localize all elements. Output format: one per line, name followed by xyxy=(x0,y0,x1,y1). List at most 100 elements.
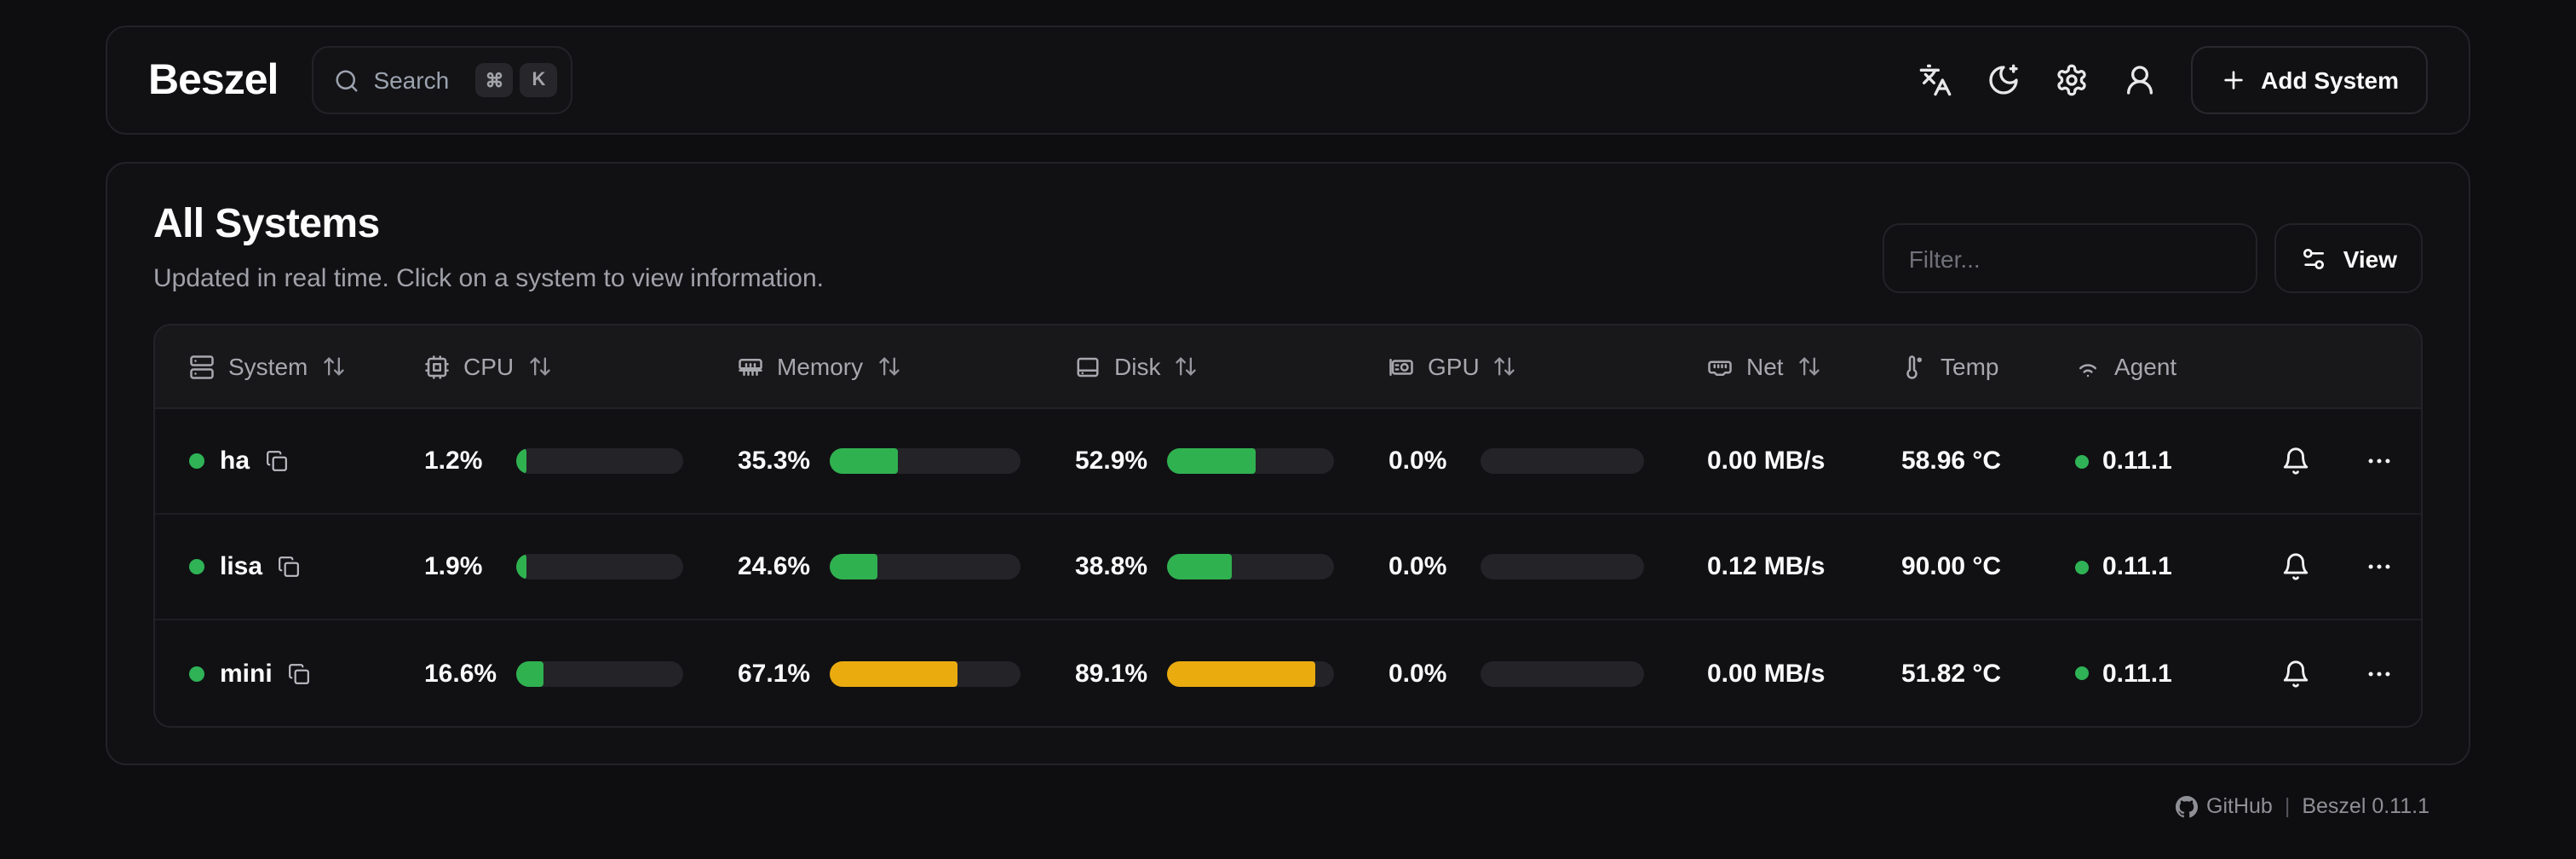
cpu-cell: 1.9% xyxy=(424,552,738,581)
row-menu-ellipsis-button[interactable] xyxy=(2354,649,2403,698)
agent-cell: 0.11.1 xyxy=(2075,659,2254,688)
column-header-gpu[interactable]: GPU xyxy=(1389,353,1707,380)
footer-separator: | xyxy=(2284,794,2291,818)
column-header-system[interactable]: System xyxy=(155,353,424,380)
gpu-percent: 0.0% xyxy=(1389,447,1447,476)
hard-drive-icon xyxy=(1075,354,1101,379)
column-header-cpu[interactable]: CPU xyxy=(424,353,738,380)
table-body: ha 1.2% 35.3% 52.9% 0.0% 0.00 MB/s 58.96… xyxy=(155,409,2421,726)
copy-icon[interactable] xyxy=(265,450,287,472)
copy-icon[interactable] xyxy=(288,662,310,684)
row-menu-ellipsis-button[interactable] xyxy=(2354,542,2403,591)
sort-icon xyxy=(527,355,551,378)
thermometer-icon xyxy=(1901,354,1927,379)
system-name: ha xyxy=(220,447,250,476)
agent-version: 0.11.1 xyxy=(2102,659,2172,688)
sort-icon xyxy=(1797,355,1821,378)
memory-cell: 35.3% xyxy=(738,447,1075,476)
github-icon xyxy=(2176,795,2199,817)
copy-icon[interactable] xyxy=(278,556,300,578)
agent-version: 0.11.1 xyxy=(2102,552,2172,581)
user-menu-button[interactable] xyxy=(2106,46,2174,114)
column-header-disk[interactable]: Disk xyxy=(1075,353,1389,380)
table-row[interactable]: mini 16.6% 67.1% 89.1% 0.0% 0.00 MB/s 51… xyxy=(155,620,2421,726)
gpu-cell: 0.0% xyxy=(1389,552,1707,581)
memory-percent: 24.6% xyxy=(738,552,811,581)
kbd-command: ⌘ xyxy=(475,63,514,97)
column-header-net[interactable]: Net xyxy=(1707,353,1901,380)
alerts-bell-button[interactable] xyxy=(2270,649,2320,698)
column-header-memory[interactable]: Memory xyxy=(738,353,1075,380)
theme-toggle-button[interactable] xyxy=(1969,46,2038,114)
column-label-system: System xyxy=(228,353,308,380)
net-value: 0.00 MB/s xyxy=(1707,659,1826,688)
cpu-percent: 1.2% xyxy=(424,447,483,476)
search-button[interactable]: Search ⌘ K xyxy=(312,46,573,114)
moon-plus-icon xyxy=(1987,63,2021,97)
gpu-meter xyxy=(1481,660,1644,686)
add-system-button[interactable]: Add System xyxy=(2191,46,2428,114)
filter-input[interactable] xyxy=(1883,223,2258,293)
column-label-gpu: GPU xyxy=(1428,353,1480,380)
disk-cell: 89.1% xyxy=(1075,659,1389,688)
server-icon xyxy=(189,354,215,379)
cpu-meter xyxy=(516,448,683,474)
table-row[interactable]: ha 1.2% 35.3% 52.9% 0.0% 0.00 MB/s 58.96… xyxy=(155,409,2421,515)
table-header-row: System CPU xyxy=(155,326,2421,409)
column-header-agent[interactable]: Agent xyxy=(2075,353,2254,380)
disk-cell: 52.9% xyxy=(1075,447,1389,476)
status-dot xyxy=(189,559,204,574)
page-title: All Systems xyxy=(153,201,380,247)
search-placeholder: Search xyxy=(373,66,450,94)
github-label: GitHub xyxy=(2206,794,2273,818)
settings-button[interactable] xyxy=(2038,46,2106,114)
agent-status-dot xyxy=(2075,560,2089,574)
table-row[interactable]: lisa 1.9% 24.6% 38.8% 0.0% 0.12 MB/s 90.… xyxy=(155,515,2421,620)
temp-value: 58.96 °C xyxy=(1901,447,2002,476)
gear-icon xyxy=(2055,63,2089,97)
gpu-cell: 0.0% xyxy=(1389,659,1707,688)
agent-status-dot xyxy=(2075,666,2089,680)
top-navbar: Beszel Search ⌘ K xyxy=(106,26,2470,135)
agent-version: 0.11.1 xyxy=(2102,447,2172,476)
cpu-percent: 1.9% xyxy=(424,552,483,581)
status-dot xyxy=(189,666,204,681)
page-footer: GitHub | Beszel 0.11.1 xyxy=(2176,794,2429,818)
app-version: Beszel 0.11.1 xyxy=(2302,794,2429,818)
cpu-meter xyxy=(516,660,683,686)
disk-percent: 38.8% xyxy=(1075,552,1148,581)
language-button[interactable] xyxy=(1901,46,1969,114)
sliders-icon xyxy=(2301,245,2328,272)
system-name: lisa xyxy=(220,552,263,581)
memory-meter xyxy=(830,448,1021,474)
memory-meter xyxy=(830,660,1021,686)
memory-percent: 67.1% xyxy=(738,659,811,688)
page-subtitle: Updated in real time. Click on a system … xyxy=(153,264,824,293)
alerts-bell-button[interactable] xyxy=(2270,436,2320,486)
languages-icon xyxy=(1918,63,1952,97)
alerts-bell-button[interactable] xyxy=(2270,542,2320,591)
github-link[interactable]: GitHub xyxy=(2176,794,2273,818)
ethernet-port-icon xyxy=(1707,354,1733,379)
status-dot xyxy=(189,453,204,469)
row-menu-ellipsis-button[interactable] xyxy=(2354,436,2403,486)
view-button[interactable]: View xyxy=(2274,223,2423,293)
agent-status-dot xyxy=(2075,454,2089,468)
agent-cell: 0.11.1 xyxy=(2075,447,2254,476)
sort-icon xyxy=(877,355,900,378)
disk-percent: 89.1% xyxy=(1075,659,1148,688)
sort-icon xyxy=(321,355,345,378)
cpu-cell: 16.6% xyxy=(424,659,738,688)
view-button-label: View xyxy=(2343,245,2397,272)
column-header-temp[interactable]: Temp xyxy=(1901,353,2075,380)
brand-logo: Beszel xyxy=(148,55,279,103)
memory-percent: 35.3% xyxy=(738,447,811,476)
kbd-k: K xyxy=(520,63,558,97)
gpu-meter xyxy=(1481,554,1644,579)
cpu-meter xyxy=(516,554,683,579)
net-value: 0.00 MB/s xyxy=(1707,447,1826,476)
cpu-cell: 1.2% xyxy=(424,447,738,476)
cpu-icon xyxy=(424,354,450,379)
column-label-memory: Memory xyxy=(777,353,864,380)
